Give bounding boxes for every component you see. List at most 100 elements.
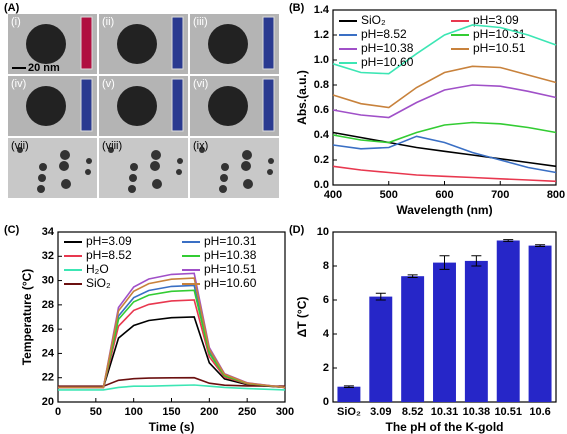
legend-label: pH=10.51 bbox=[473, 41, 526, 55]
y-tick-label: 24 bbox=[42, 347, 55, 359]
particle bbox=[117, 86, 157, 126]
x-tick-label: 10.6 bbox=[529, 406, 550, 418]
x-tick-label: 0 bbox=[55, 406, 61, 418]
x-axis-label: Time (s) bbox=[149, 420, 195, 434]
x-tick-label: 100 bbox=[124, 406, 142, 418]
x-tick-label: 600 bbox=[435, 189, 453, 201]
y-tick-label: 26 bbox=[42, 323, 54, 335]
x-axis-label: The pH of the K-gold bbox=[386, 420, 504, 434]
particle bbox=[38, 174, 46, 182]
bar bbox=[401, 276, 425, 402]
legend-label: pH=8.52 bbox=[361, 27, 407, 41]
x-tick-label: 8.52 bbox=[402, 406, 423, 418]
x-tick-label: 500 bbox=[380, 189, 398, 201]
error-bar bbox=[375, 292, 386, 301]
series-line bbox=[58, 376, 286, 387]
y-tick-label: 8 bbox=[323, 260, 329, 272]
image-label: (viii) bbox=[102, 140, 122, 152]
particle bbox=[86, 158, 92, 164]
panel-label: (A) bbox=[4, 2, 20, 14]
vial bbox=[171, 16, 184, 70]
series-line bbox=[58, 316, 286, 389]
particle bbox=[129, 174, 137, 182]
panel-label: (B) bbox=[289, 2, 305, 14]
image-label: (iv) bbox=[11, 78, 26, 90]
bar bbox=[337, 386, 361, 402]
vial bbox=[171, 78, 184, 132]
y-tick-label: 6 bbox=[323, 294, 329, 306]
image-label: (vii) bbox=[11, 140, 29, 152]
vial bbox=[262, 78, 275, 132]
y-tick-label: 0.8 bbox=[314, 79, 329, 91]
particle bbox=[208, 24, 248, 64]
particle bbox=[37, 185, 45, 193]
x-tick-label: 10.38 bbox=[463, 406, 491, 418]
series-line bbox=[332, 24, 557, 75]
error-bar bbox=[503, 239, 514, 242]
particle bbox=[59, 161, 69, 171]
y-tick-label: 22 bbox=[42, 372, 54, 384]
panel-label: (C) bbox=[4, 224, 20, 236]
particle bbox=[85, 169, 91, 175]
particle bbox=[26, 86, 66, 126]
y-tick-label: 2 bbox=[323, 362, 329, 374]
particle bbox=[221, 163, 229, 171]
legend-label: pH=10.31 bbox=[473, 27, 526, 41]
vial bbox=[262, 16, 275, 70]
particle bbox=[176, 169, 182, 175]
x-tick-label: 50 bbox=[90, 406, 102, 418]
series-line bbox=[332, 135, 557, 174]
x-tick-label: 400 bbox=[324, 189, 342, 201]
bar bbox=[528, 245, 552, 402]
particle bbox=[61, 179, 71, 189]
vial bbox=[80, 78, 93, 132]
y-tick-label: 20 bbox=[42, 396, 54, 408]
particle bbox=[151, 150, 161, 160]
y-tick-label: 0.4 bbox=[314, 129, 330, 141]
series-line bbox=[58, 277, 286, 389]
legend-label: pH=3.09 bbox=[473, 13, 519, 27]
legend-label: SiO₂ bbox=[361, 13, 386, 27]
y-tick-label: 28 bbox=[42, 299, 54, 311]
image-label: (ii) bbox=[102, 16, 114, 28]
series-line bbox=[58, 272, 286, 389]
series-line bbox=[58, 299, 286, 389]
legend-label: pH=10.38 bbox=[204, 248, 257, 262]
x-tick-label: 10.51 bbox=[494, 406, 522, 418]
error-bar bbox=[471, 255, 482, 267]
particle bbox=[17, 147, 23, 153]
y-tick-label: 30 bbox=[42, 274, 54, 286]
particle bbox=[130, 163, 138, 171]
x-tick-label: 250 bbox=[238, 406, 256, 418]
particle bbox=[242, 150, 252, 160]
legend-label: pH=10.38 bbox=[361, 41, 414, 55]
y-tick-label: 4 bbox=[323, 328, 330, 340]
micrograph bbox=[8, 138, 97, 198]
error-bar bbox=[343, 385, 354, 389]
series-line bbox=[58, 289, 286, 389]
particle bbox=[219, 185, 227, 193]
y-tick-label: 1.0 bbox=[314, 54, 329, 66]
particle bbox=[108, 147, 114, 153]
particle bbox=[128, 185, 136, 193]
y-tick-label: 0.6 bbox=[314, 104, 329, 116]
image-label: (iii) bbox=[193, 16, 208, 28]
y-tick-label: 32 bbox=[42, 250, 54, 262]
x-tick-label: 800 bbox=[547, 189, 565, 201]
panel-label: (D) bbox=[289, 224, 305, 236]
scale-bar-label: 20 nm bbox=[28, 62, 60, 74]
x-tick-label: 10.31 bbox=[431, 406, 459, 418]
particle bbox=[268, 158, 274, 164]
particle bbox=[117, 24, 157, 64]
y-axis-label: Temperature (°C) bbox=[20, 269, 34, 366]
y-tick-label: 1.2 bbox=[314, 29, 329, 41]
y-tick-label: 0 bbox=[323, 396, 329, 408]
vial bbox=[80, 16, 93, 70]
error-bar bbox=[535, 244, 546, 247]
y-tick-label: 0.2 bbox=[314, 154, 329, 166]
particle bbox=[177, 158, 183, 164]
bar bbox=[433, 262, 456, 402]
particle bbox=[220, 174, 228, 182]
legend-label: pH=8.52 bbox=[86, 248, 132, 262]
